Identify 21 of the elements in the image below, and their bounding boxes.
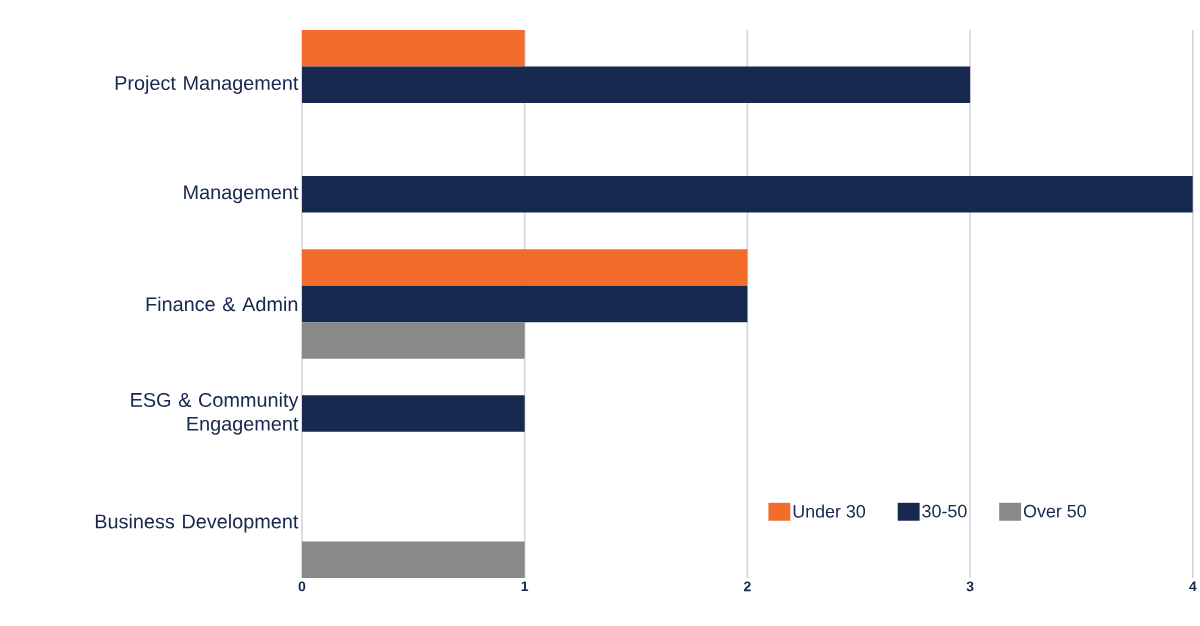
legend-label: Under 30	[793, 504, 866, 518]
y-tick-label: Finance & Admin	[146, 296, 298, 312]
bar	[301, 285, 748, 323]
y-tick-label: Business Development	[95, 514, 299, 533]
x-tick-label: 3	[966, 581, 974, 592]
x-tick-label: 0	[298, 581, 306, 592]
bar	[301, 541, 525, 579]
legend-label: 30-50	[922, 504, 967, 518]
y-tick-label: Project Management	[115, 75, 299, 95]
bar	[301, 249, 748, 286]
bar	[301, 176, 1193, 213]
bar	[301, 66, 971, 104]
y-tick-label: Management	[184, 185, 299, 204]
bar	[301, 322, 525, 359]
x-tick-label: 2	[744, 581, 751, 592]
legend-label: Over 50	[1023, 504, 1086, 518]
bar	[301, 30, 525, 67]
y-tick-label: ESG & Community Engagement	[131, 392, 299, 435]
x-tick-label: 4	[1189, 581, 1197, 592]
x-tick-label: 1	[521, 581, 529, 592]
bar	[301, 395, 525, 432]
